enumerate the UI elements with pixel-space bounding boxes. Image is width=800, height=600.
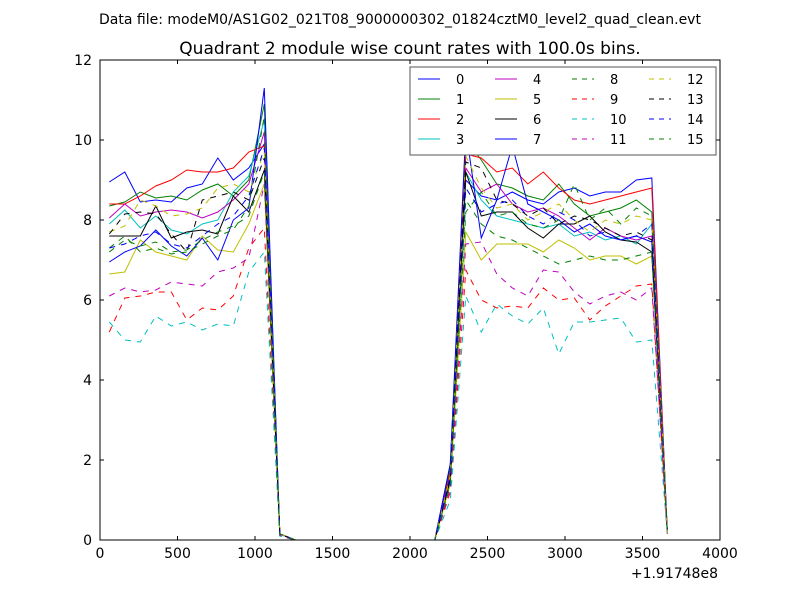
y-tick-label: 0 — [83, 533, 92, 549]
series-layer — [108, 87, 668, 541]
legend-label-11: 11 — [610, 133, 627, 148]
series-line-8 — [108, 115, 668, 541]
x-tick-label: 2000 — [392, 546, 428, 562]
series-line-14 — [109, 147, 668, 541]
x-tick-label: 2500 — [470, 546, 506, 562]
legend-label-6: 6 — [533, 113, 541, 128]
series-line-5 — [109, 183, 668, 541]
x-offset-label: +1.91748e8 — [631, 566, 718, 582]
legend-label-3: 3 — [456, 133, 464, 148]
legend-label-8: 8 — [610, 73, 618, 88]
chart-title: Quadrant 2 module wise count rates with … — [179, 39, 640, 59]
series-line-0 — [109, 142, 668, 541]
legend-label-1: 1 — [456, 93, 464, 108]
legend-box — [409, 66, 717, 156]
legend-label-10: 10 — [610, 113, 627, 128]
legend-label-5: 5 — [533, 93, 541, 108]
legend-label-4: 4 — [533, 73, 541, 88]
x-tick-label: 1500 — [315, 546, 351, 562]
x-tick-label: 500 — [164, 546, 191, 562]
series-line-13 — [108, 157, 668, 541]
legend-label-7: 7 — [533, 133, 541, 148]
series-line-3 — [108, 119, 668, 541]
y-tick-label: 10 — [74, 133, 92, 149]
x-tick-label: 3000 — [547, 546, 583, 562]
legend-label-9: 9 — [610, 93, 618, 108]
series-line-1 — [109, 103, 668, 541]
chart-suptitle: Data file: modeM0/AS1G02_021T08_90000003… — [99, 12, 701, 28]
series-line-7 — [109, 87, 668, 541]
series-line-10 — [108, 250, 668, 541]
x-tick-label: 3500 — [625, 546, 661, 562]
series-line-11 — [109, 183, 668, 541]
x-tick-label: 1000 — [237, 546, 273, 562]
series-line-12 — [109, 151, 668, 541]
axis-ticks: 0 500 1000 1500 2000 2500 3000 3500 400002468101… — [74, 53, 738, 562]
legend-label-12: 12 — [687, 73, 704, 88]
series-line-9 — [108, 226, 668, 541]
y-tick-label: 4 — [83, 373, 92, 389]
y-tick-label: 6 — [83, 293, 92, 309]
series-line-2 — [109, 145, 668, 541]
legend-label-15: 15 — [687, 133, 704, 148]
y-tick-label: 2 — [83, 453, 92, 469]
legend-label-0: 0 — [456, 73, 464, 88]
legend-label-13: 13 — [687, 93, 704, 108]
x-tick-label: 4000 — [702, 546, 738, 562]
legend-label-2: 2 — [456, 113, 464, 128]
series-line-6 — [109, 169, 668, 541]
legend-label-14: 14 — [687, 113, 704, 128]
y-tick-label: 8 — [83, 213, 92, 229]
y-tick-label: 12 — [74, 53, 92, 69]
x-tick-label: 0 — [96, 546, 105, 562]
